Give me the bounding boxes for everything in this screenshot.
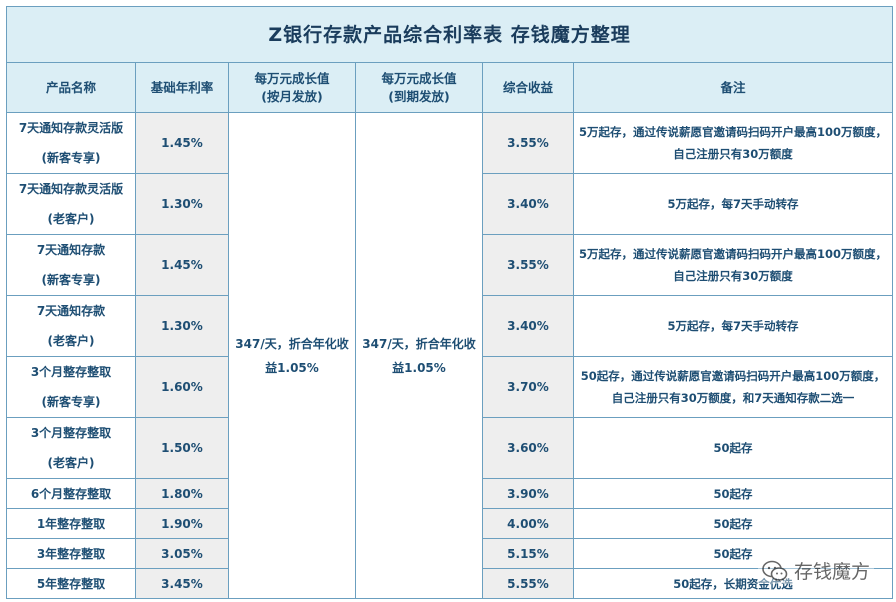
product-name: 7天通知存款灵活版 (新客专享) xyxy=(6,112,136,174)
interest-rate-table: Z银行存款产品综合利率表 存钱魔方整理 产品名称 基础年利率 每万元成长值 (按… xyxy=(5,6,894,599)
table-title: Z银行存款产品综合利率表 存钱魔方整理 xyxy=(5,6,894,63)
total-yield: 3.40% xyxy=(482,173,574,235)
wechat-icon xyxy=(762,560,788,581)
total-yield: 3.55% xyxy=(482,112,574,174)
product-name: 1年整存整取 xyxy=(6,508,136,539)
product-name: 3个月整存整取 (老客户) xyxy=(6,417,136,479)
note: 50起存 xyxy=(572,508,894,539)
product-name: 5年整存整取 xyxy=(6,568,136,599)
product-name: 7天通知存款灵活版 (老客户) xyxy=(6,173,136,235)
product-name: 7天通知存款 (新客专享) xyxy=(6,234,136,296)
header-growth-maturity: 每万元成长值 (到期发放) xyxy=(355,62,483,113)
header-base-rate: 基础年利率 xyxy=(135,62,229,113)
note: 50起存，通过传说薪愿官邀请码扫码开户最高100万额度，自己注册只有30万额度，… xyxy=(572,356,894,418)
header-growth-monthly: 每万元成长值 (按月发放) xyxy=(228,62,356,113)
base-rate: 1.45% xyxy=(135,234,229,296)
table-row: 7天通知存款灵活版 (老客户) 1.30% 3.40% 5万起存，每7天手动转存 xyxy=(6,173,894,235)
note: 50起存 xyxy=(572,478,894,509)
base-rate: 3.45% xyxy=(135,568,229,599)
total-yield: 4.00% xyxy=(482,508,574,539)
total-yield: 3.70% xyxy=(482,356,574,418)
note: 5万起存，通过传说薪愿官邀请码扫码开户最高100万额度，自己注册只有30万额度 xyxy=(572,112,894,174)
header-notes: 备注 xyxy=(572,62,894,113)
table-row: 3个月整存整取 (老客户) 1.50% 3.60% 50起存 xyxy=(6,417,894,479)
note: 50起存 xyxy=(572,417,894,479)
base-rate: 3.05% xyxy=(135,538,229,569)
watermark-text: 存钱魔方 xyxy=(793,561,870,583)
base-rate: 1.30% xyxy=(135,295,229,357)
growth-maturity-value: 347/天，折合年化收益1.05% xyxy=(355,112,483,599)
base-rate: 1.50% xyxy=(135,417,229,479)
note: 5万起存，通过传说薪愿官邀请码扫码开户最高100万额度，自己注册只有30万额度 xyxy=(572,234,894,296)
product-name: 3年整存整取 xyxy=(6,538,136,569)
base-rate: 1.45% xyxy=(135,112,229,174)
table-row: 7天通知存款灵活版 (新客专享) 1.45% 347/天，折合年化收益1.05%… xyxy=(6,112,894,599)
watermark: 存钱魔方 xyxy=(757,557,874,584)
base-rate: 1.80% xyxy=(135,478,229,509)
base-rate: 1.60% xyxy=(135,356,229,418)
growth-monthly-value: 347/天，折合年化收益1.05% xyxy=(228,112,356,599)
header-product-name: 产品名称 xyxy=(6,62,136,113)
table-row: 1年整存整取 1.90% 4.00% 50起存 xyxy=(6,508,894,539)
product-name: 7天通知存款 (老客户) xyxy=(6,295,136,357)
table-row: 5年整存整取 3.45% 5.55% 50起存，长期资金优选 xyxy=(6,568,894,599)
base-rate: 1.90% xyxy=(135,508,229,539)
total-yield: 5.15% xyxy=(482,538,574,569)
total-yield: 5.55% xyxy=(482,568,574,599)
table-row: 3年整存整取 3.05% 5.15% 50起存 xyxy=(6,538,894,569)
note: 5万起存，每7天手动转存 xyxy=(572,173,894,235)
product-name: 3个月整存整取 (新客专享) xyxy=(6,356,136,418)
note: 50起存，长期资金优选 xyxy=(572,568,894,599)
note: 50起存 xyxy=(572,538,894,569)
base-rate: 1.30% xyxy=(135,173,229,235)
total-yield: 3.55% xyxy=(482,234,574,296)
product-name: 6个月整存整取 xyxy=(6,478,136,509)
total-yield: 3.90% xyxy=(482,478,574,509)
header-total-yield: 综合收益 xyxy=(482,62,574,113)
total-yield: 3.60% xyxy=(482,417,574,479)
note: 5万起存，每7天手动转存 xyxy=(572,295,894,357)
total-yield: 3.40% xyxy=(482,295,574,357)
table-row: 7天通知存款 (老客户) 1.30% 3.40% 5万起存，每7天手动转存 xyxy=(6,295,894,357)
table-row: 7天通知存款 (新客专享) 1.45% 3.55% 5万起存，通过传说薪愿官邀请… xyxy=(6,234,894,296)
